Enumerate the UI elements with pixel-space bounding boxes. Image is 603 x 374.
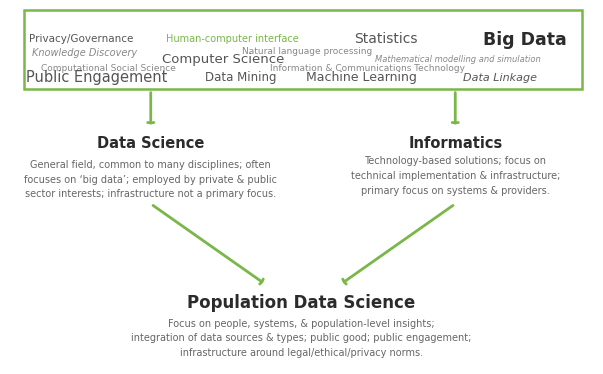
Text: Human-computer interface: Human-computer interface [166,34,298,44]
Text: Informatics: Informatics [408,137,502,151]
Text: Data Linkage: Data Linkage [464,73,537,83]
FancyBboxPatch shape [24,10,582,89]
Text: Big Data: Big Data [483,31,566,49]
Text: Natural language processing: Natural language processing [242,47,373,56]
Text: Machine Learning: Machine Learning [306,71,417,84]
Text: Statistics: Statistics [354,32,418,46]
Text: Mathematical modelling and simulation: Mathematical modelling and simulation [376,55,541,64]
Text: Data Science: Data Science [97,137,204,151]
Text: Knowledge Discovery: Knowledge Discovery [32,48,137,58]
Text: Computational Social Science: Computational Social Science [41,64,176,73]
Text: Privacy/Governance: Privacy/Governance [29,34,134,44]
Text: General field, common to many disciplines; often
focuses on ‘big data’; employed: General field, common to many discipline… [24,160,277,199]
Text: Information & Communications Technology: Information & Communications Technology [270,64,466,73]
Text: Data Mining: Data Mining [206,71,277,84]
Text: Focus on people, systems, & population-level insights;
integration of data sourc: Focus on people, systems, & population-l… [131,319,472,358]
Text: Population Data Science: Population Data Science [188,294,415,312]
Text: Technology-based solutions; focus on
technical implementation & infrastructure;
: Technology-based solutions; focus on tec… [350,156,560,196]
Text: Public Engagement: Public Engagement [26,70,167,85]
Text: Computer Science: Computer Science [162,53,284,66]
